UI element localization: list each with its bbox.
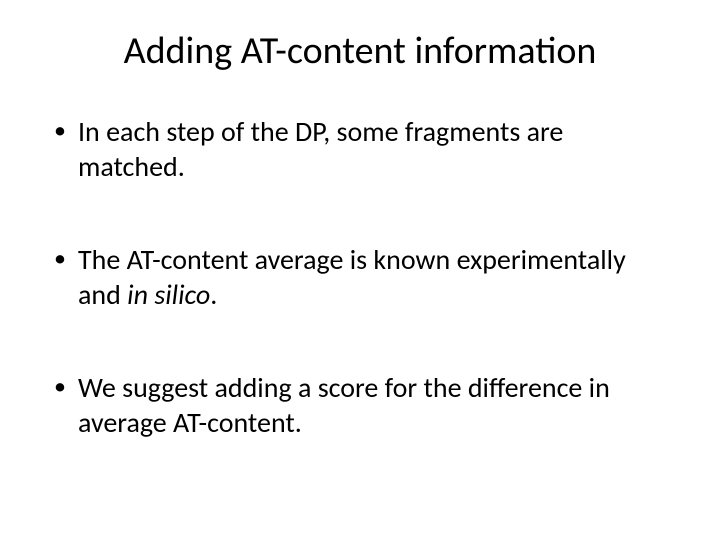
bullet-text-post: . xyxy=(210,277,217,312)
bullet-text-pre: We suggest adding a score for the differ… xyxy=(78,370,610,440)
bullet-text-italic: in silico xyxy=(127,277,210,312)
bullet-text-pre: In each step of the DP, some fragments a… xyxy=(78,114,563,184)
bullet-list: In each step of the DP, some fragments a… xyxy=(50,114,670,440)
bullet-item: We suggest adding a score for the differ… xyxy=(50,370,670,440)
slide: Adding AT-content information In each st… xyxy=(0,0,720,540)
slide-title: Adding AT-content information xyxy=(50,28,670,74)
bullet-item: The AT-content average is known experime… xyxy=(50,242,670,312)
bullet-item: In each step of the DP, some fragments a… xyxy=(50,114,670,184)
